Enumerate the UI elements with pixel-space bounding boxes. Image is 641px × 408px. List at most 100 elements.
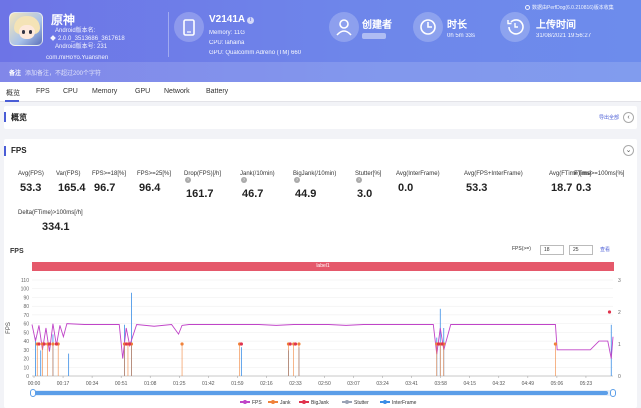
- fps-threshold-label: FPS(>=): [512, 246, 531, 252]
- metric-label: Delta(FTime)>100ms[/h]: [18, 210, 83, 216]
- tab-gpu[interactable]: GPU: [135, 88, 151, 95]
- metric-label: FPS>=18[%]: [92, 171, 127, 177]
- metric-value: 0.0: [398, 182, 414, 194]
- fps-threshold-1-input[interactable]: 18: [540, 245, 564, 255]
- legend-swatch: [240, 400, 250, 404]
- note-input[interactable]: 添加备注，不超过200个字符: [25, 71, 102, 77]
- app-meta-version-label: Android版本名:: [55, 28, 96, 34]
- phone-icon: [174, 12, 204, 42]
- metric-label: Avg(FTime)[ms]: [549, 171, 592, 177]
- metric-item: FPS>=25[%] 96.4: [137, 171, 171, 194]
- scrollbar-right-handle[interactable]: [610, 389, 616, 397]
- overview-section: 概览 导出全部 ‹: [4, 106, 637, 129]
- chart-scrollbar[interactable]: [30, 389, 616, 397]
- scrollbar-left-handle[interactable]: [30, 389, 36, 397]
- legend-item[interactable]: Jank: [268, 400, 291, 406]
- device-memory: Memory: 11G: [209, 30, 245, 36]
- legend-swatch: [299, 400, 309, 404]
- legend-item[interactable]: FPS: [240, 400, 262, 406]
- metric-label: Avg(InterFrame): [396, 171, 440, 177]
- section-accent: [4, 112, 6, 122]
- label-band[interactable]: label1: [32, 262, 614, 271]
- metric-value: 96.4: [139, 182, 161, 194]
- metric-item: Avg(FTime)[ms] 18.7: [549, 171, 591, 194]
- help-icon[interactable]: ?: [241, 177, 247, 183]
- metric-label-row: Drop(FPS)[/h]?: [184, 171, 221, 183]
- device-name-text: V2141A: [209, 14, 246, 25]
- device-cpu: CPU: lahaina: [209, 40, 245, 46]
- tab-cpu[interactable]: CPU: [63, 88, 78, 95]
- legend-item[interactable]: InterFrame: [380, 400, 416, 406]
- report-header: 原神 Android版本名: 2.0.0_3513686_3617618 And…: [0, 0, 641, 82]
- metric-label: Stutter[%]: [355, 171, 382, 177]
- clock-icon: [413, 12, 443, 42]
- app-package: com.miHoYo.Yuanshen: [46, 55, 109, 61]
- tab-fps[interactable]: FPS: [36, 88, 50, 95]
- metric-label: Jank(/10min): [240, 171, 275, 177]
- info-circle-icon: [525, 5, 530, 10]
- tab-memory[interactable]: Memory: [92, 88, 118, 95]
- legend-label: InterFrame: [392, 400, 417, 406]
- metric-value: 53.3: [20, 182, 42, 194]
- legend-label: FPS: [252, 400, 262, 406]
- metric-label-row: Jank(/10min)?: [240, 171, 275, 183]
- metric-item: Drop(FPS)[/h]? 161.7: [184, 171, 221, 200]
- tab-network[interactable]: Network: [164, 88, 190, 95]
- metric-label: FTime>=100ms[%]: [574, 171, 625, 177]
- metric-item: FPS>=18[%] 96.7: [92, 171, 126, 194]
- metric-value: 96.7: [94, 182, 116, 194]
- tab-overview[interactable]: 概览: [6, 90, 20, 97]
- metric-label-row: BigJank(/10min)?: [293, 171, 336, 183]
- chart-title: FPS: [10, 248, 24, 255]
- chevron-left-icon[interactable]: ‹: [623, 112, 634, 123]
- note-label: 备注: [9, 71, 22, 77]
- metric-item: Jank(/10min)? 46.7: [240, 171, 275, 200]
- metric-value: 46.7: [242, 188, 264, 200]
- legend-swatch: [380, 400, 390, 404]
- metric-label-row: Stutter[%]?: [355, 171, 381, 183]
- app-meta-version-name: 2.0.0_3513686_3617618: [58, 36, 125, 42]
- upload-time-value: 31/08/2021 19:56:27: [536, 33, 592, 39]
- collector-note-text: 数据由PerfDog(6.0.210816)版本收集: [532, 5, 614, 11]
- metric-value: 334.1: [42, 221, 70, 233]
- info-icon[interactable]: i: [247, 17, 255, 24]
- chevron-down-icon[interactable]: ⌄: [623, 145, 634, 156]
- legend-swatch: [268, 400, 278, 404]
- legend-label: Stutter: [354, 400, 369, 406]
- metric-label: Var(FPS): [56, 171, 81, 177]
- metric-label: Drop(FPS)[/h]: [184, 171, 222, 177]
- section-accent: [4, 146, 6, 156]
- metric-value: 165.4: [58, 182, 86, 194]
- metric-value: 0.3: [576, 182, 592, 194]
- legend-item[interactable]: Stutter: [342, 400, 369, 406]
- app-name: 原神: [51, 13, 76, 27]
- metric-item: Avg(FPS+InterFrame) 53.3: [464, 171, 523, 194]
- history-icon: [500, 12, 530, 42]
- metric-label: Avg(FPS): [18, 171, 44, 177]
- diamond-icon: [50, 35, 56, 41]
- metric-value: 3.0: [357, 188, 373, 200]
- legend-swatch: [342, 400, 352, 404]
- view-button[interactable]: 查看: [600, 247, 611, 253]
- fps-section: FPS ⌄: [4, 139, 637, 408]
- help-icon[interactable]: ?: [294, 177, 300, 183]
- tab-battery[interactable]: Battery: [206, 88, 229, 95]
- metric-label: BigJank(/10min): [293, 171, 337, 177]
- metric-label: Avg(FPS+InterFrame): [464, 171, 523, 177]
- fps-threshold-2-input[interactable]: 25: [569, 245, 593, 255]
- note-bar[interactable]: 备注 添加备注，不超过200个字符: [0, 62, 641, 82]
- creator-value-redacted: [362, 33, 386, 39]
- metric-item: Avg(FPS) 53.3: [18, 171, 44, 194]
- export-all-link[interactable]: 导出全部: [598, 115, 619, 121]
- app-meta: Android版本名: 2.0.0_3513686_3617618 Androi…: [50, 27, 125, 51]
- metric-value: 18.7: [551, 182, 573, 194]
- help-icon[interactable]: ?: [356, 177, 362, 183]
- help-icon[interactable]: ?: [185, 177, 191, 183]
- overview-title: 概览: [11, 113, 27, 122]
- duration-label: 时长: [447, 20, 467, 31]
- app-meta-version-code: Android版本号: 231: [55, 44, 108, 50]
- app-icon: [9, 12, 43, 46]
- scrollbar-thumb[interactable]: [34, 391, 608, 395]
- legend-item[interactable]: BigJank: [299, 400, 329, 406]
- legend-label: Jank: [280, 400, 291, 406]
